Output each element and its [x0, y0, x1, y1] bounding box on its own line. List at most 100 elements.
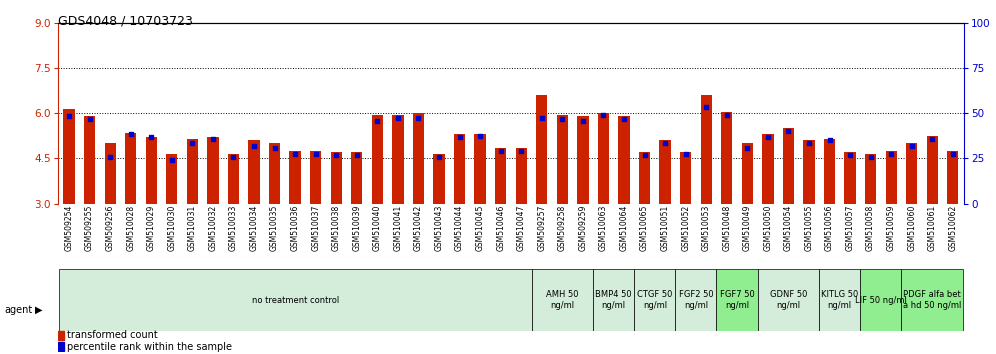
Text: LIF 50 ng/ml: LIF 50 ng/ml: [855, 296, 906, 304]
Bar: [166, 154, 177, 204]
Text: GSM510047: GSM510047: [517, 205, 526, 251]
Bar: [675, 269, 716, 331]
Text: GSM510053: GSM510053: [702, 205, 711, 251]
Text: GSM510036: GSM510036: [291, 205, 300, 251]
Text: PDGF alfa bet
a hd 50 ng/ml: PDGF alfa bet a hd 50 ng/ml: [903, 290, 961, 310]
Text: percentile rank within the sample: percentile rank within the sample: [67, 342, 232, 352]
Text: GSM510038: GSM510038: [332, 205, 341, 251]
Text: GSM509259: GSM509259: [579, 205, 588, 251]
Text: GSM510057: GSM510057: [846, 205, 855, 251]
Text: GSM510035: GSM510035: [270, 205, 279, 251]
Text: GSM510030: GSM510030: [167, 205, 176, 251]
Text: GDNF 50
ng/ml: GDNF 50 ng/ml: [770, 290, 807, 310]
Text: GSM510062: GSM510062: [948, 205, 957, 251]
Point: [698, 104, 714, 110]
Point: [164, 157, 180, 163]
Bar: [700, 95, 712, 204]
Text: GSM510037: GSM510037: [311, 205, 320, 251]
Bar: [619, 116, 629, 204]
Bar: [901, 269, 963, 331]
Point: [657, 141, 673, 146]
Point: [677, 151, 693, 157]
Point: [534, 115, 550, 121]
Text: GSM510039: GSM510039: [353, 205, 362, 251]
Bar: [310, 151, 322, 204]
Text: GSM510046: GSM510046: [496, 205, 505, 251]
Bar: [947, 151, 958, 204]
Text: GSM510054: GSM510054: [784, 205, 793, 251]
Text: CTGF 50
ng/ml: CTGF 50 ng/ml: [637, 290, 672, 310]
Bar: [865, 154, 876, 204]
Text: GSM510040: GSM510040: [373, 205, 381, 251]
Text: GSM510055: GSM510055: [805, 205, 814, 251]
Bar: [84, 116, 96, 204]
Point: [349, 153, 365, 158]
Bar: [392, 115, 403, 204]
Bar: [578, 116, 589, 204]
Bar: [145, 137, 157, 204]
Text: GSM510042: GSM510042: [414, 205, 423, 251]
Bar: [125, 133, 136, 204]
Bar: [680, 152, 691, 204]
Point: [390, 115, 406, 121]
Point: [225, 154, 241, 160]
Point: [410, 115, 426, 121]
Text: GSM510049: GSM510049: [743, 205, 752, 251]
Text: GSM510052: GSM510052: [681, 205, 690, 251]
Bar: [721, 112, 732, 204]
Text: GSM510061: GSM510061: [927, 205, 937, 251]
Text: ▶: ▶: [35, 305, 43, 315]
Point: [575, 118, 591, 124]
Bar: [495, 148, 506, 204]
Bar: [290, 151, 301, 204]
Bar: [824, 139, 836, 204]
Bar: [861, 269, 901, 331]
Text: GSM510044: GSM510044: [455, 205, 464, 251]
Point: [451, 135, 467, 140]
Bar: [433, 154, 444, 204]
Bar: [516, 148, 527, 204]
Bar: [248, 141, 260, 204]
Text: GSM510028: GSM510028: [126, 205, 135, 251]
Point: [863, 154, 878, 160]
Point: [719, 112, 735, 118]
Text: GSM509258: GSM509258: [558, 205, 567, 251]
Text: BMP4 50
ng/ml: BMP4 50 ng/ml: [596, 290, 632, 310]
Point: [924, 136, 940, 142]
Bar: [804, 141, 815, 204]
Bar: [557, 115, 568, 204]
Point: [596, 112, 612, 118]
Text: agent: agent: [4, 305, 32, 315]
Text: GSM509257: GSM509257: [537, 205, 546, 251]
Point: [801, 141, 817, 146]
Text: GSM510063: GSM510063: [599, 205, 608, 251]
Bar: [186, 139, 198, 204]
Text: GSM510048: GSM510048: [722, 205, 731, 251]
Bar: [58, 331, 65, 339]
Point: [267, 145, 283, 151]
Bar: [536, 95, 548, 204]
Point: [287, 151, 303, 157]
Bar: [532, 269, 594, 331]
Bar: [269, 143, 280, 204]
Point: [184, 141, 200, 146]
Bar: [372, 115, 383, 204]
Text: GSM510043: GSM510043: [434, 205, 443, 251]
Bar: [926, 136, 938, 204]
Point: [143, 135, 159, 140]
Text: GDS4048 / 10703723: GDS4048 / 10703723: [58, 15, 192, 28]
Point: [329, 153, 345, 158]
Point: [883, 151, 899, 157]
Point: [555, 116, 571, 122]
Bar: [634, 269, 675, 331]
Text: AMH 50
ng/ml: AMH 50 ng/ml: [546, 290, 579, 310]
Text: no treatment control: no treatment control: [252, 296, 339, 304]
Point: [903, 144, 919, 149]
Text: KITLG 50
ng/ml: KITLG 50 ng/ml: [821, 290, 859, 310]
Point: [781, 129, 797, 134]
Point: [370, 118, 385, 124]
Point: [123, 132, 138, 137]
Point: [246, 144, 262, 149]
Bar: [598, 113, 610, 204]
Text: GSM509254: GSM509254: [65, 205, 74, 251]
